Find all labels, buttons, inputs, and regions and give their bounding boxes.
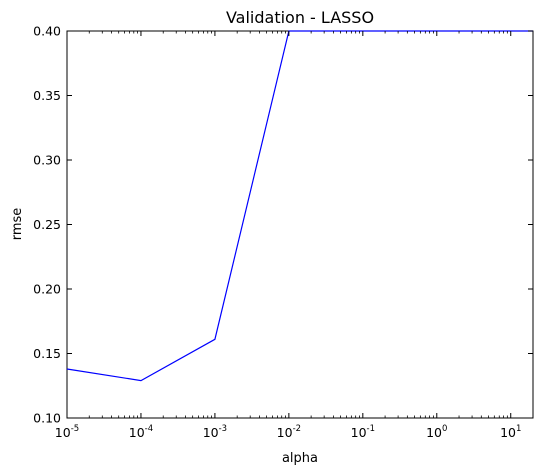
y-tick-label: 0.30 (33, 153, 61, 168)
x-tick-base: 10 (55, 425, 71, 440)
x-tick-label: 10-5 (55, 424, 79, 440)
x-tick-base: 10 (500, 425, 516, 440)
plot-area (66, 30, 534, 419)
x-minor-ticks (88, 31, 508, 418)
x-tick-label: 10-3 (203, 424, 227, 440)
x-tick-exponent: 1 (516, 424, 521, 434)
x-tick-label: 10-2 (277, 424, 301, 440)
x-tick-label: 10-1 (351, 424, 375, 440)
chart-title: Validation - LASSO (226, 8, 374, 27)
series-layer (66, 30, 533, 382)
x-tick-exponent: -2 (293, 424, 301, 434)
y-axis-ticks: 0.10 0.15 0.20 0.25 0.30 0.35 0.40 (33, 24, 533, 426)
x-tick-label: 10-4 (129, 424, 153, 440)
x-tick-base: 10 (277, 425, 293, 440)
y-tick-label: 0.25 (33, 217, 61, 232)
x-tick-exponent: -3 (219, 424, 227, 434)
x-tick-exponent: -1 (367, 424, 375, 434)
x-tick-base: 10 (351, 425, 367, 440)
x-axis-label: alpha (282, 451, 318, 466)
series-line (66, 30, 533, 382)
y-tick-label: 0.20 (33, 282, 61, 297)
x-tick-exponent: -5 (71, 424, 79, 434)
x-tick-exponent: 0 (442, 424, 447, 434)
x-tick-base: 10 (203, 425, 219, 440)
x-tick-label: 101 (500, 424, 521, 440)
y-tick-label: 0.10 (33, 411, 61, 426)
x-tick-exponent: -4 (145, 424, 153, 434)
y-tick-label: 0.35 (33, 88, 61, 103)
y-axis-label: rmse (10, 208, 25, 241)
y-tick-label: 0.15 (33, 346, 61, 361)
x-tick-base: 10 (426, 425, 442, 440)
y-tick-label: 0.40 (33, 24, 61, 39)
x-tick-base: 10 (129, 425, 145, 440)
x-axis-ticks: 10-5 10-4 10-3 10-2 10-1 100 101 (55, 31, 521, 440)
x-tick-label: 100 (426, 424, 447, 440)
